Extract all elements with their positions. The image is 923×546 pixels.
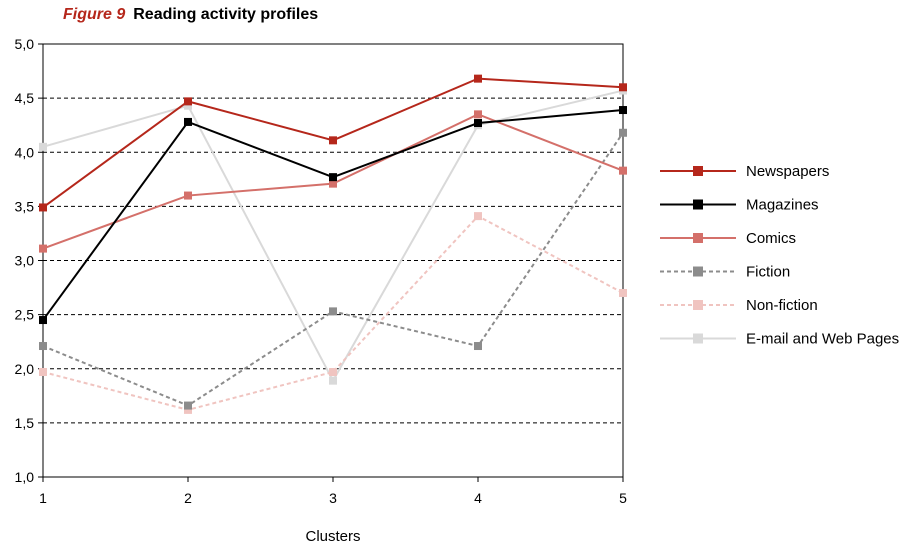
data-point xyxy=(474,212,482,221)
series-line xyxy=(42,89,624,383)
data-point xyxy=(184,97,192,106)
x-tick-label: 5 xyxy=(619,490,627,506)
data-point xyxy=(184,101,192,110)
data-point xyxy=(184,117,192,126)
y-tick-label: 3,0 xyxy=(15,253,35,269)
legend-marker xyxy=(693,233,703,243)
y-tick-label: 1,0 xyxy=(15,469,35,485)
legend-label: E-mail and Web Pages xyxy=(746,331,899,348)
data-point xyxy=(184,191,192,200)
series-line xyxy=(42,214,624,411)
data-point xyxy=(619,128,627,137)
data-point xyxy=(329,179,337,188)
data-point xyxy=(619,106,627,115)
y-tick-label: 4,5 xyxy=(15,90,35,106)
legend-marker xyxy=(693,166,703,176)
y-tick-label: 2,0 xyxy=(15,361,35,377)
legend-marker xyxy=(693,266,703,277)
x-tick-label: 3 xyxy=(329,490,337,506)
x-tick-label: 4 xyxy=(474,490,482,506)
data-point xyxy=(329,307,337,316)
y-tick-label: 1,5 xyxy=(15,415,35,431)
x-tick-label: 1 xyxy=(39,490,47,506)
x-axis-title: Clusters xyxy=(305,528,360,545)
y-tick-label: 5,0 xyxy=(15,36,35,52)
legend-marker xyxy=(693,199,703,210)
legend-marker xyxy=(693,333,703,344)
data-point xyxy=(184,401,192,410)
data-point xyxy=(329,136,337,145)
data-point xyxy=(474,74,482,83)
data-point xyxy=(619,288,627,297)
y-tick-label: 3,5 xyxy=(15,198,35,214)
legend-label: Newspapers xyxy=(746,163,829,180)
legend-label: Magazines xyxy=(746,197,819,214)
data-point xyxy=(39,244,47,253)
data-point xyxy=(184,405,192,414)
figure-title: Figure 9 Reading activity profiles xyxy=(63,6,318,24)
data-point xyxy=(329,173,337,182)
data-point xyxy=(329,367,337,376)
legend-label: Comics xyxy=(746,230,796,247)
figure-number: Figure 9 xyxy=(63,6,126,23)
data-point xyxy=(39,142,47,151)
data-point xyxy=(474,110,482,119)
data-point xyxy=(39,203,47,212)
data-point xyxy=(619,83,627,92)
y-tick-label: 2,5 xyxy=(15,307,35,323)
legend-label: Fiction xyxy=(746,264,790,281)
legend-label: Non-fiction xyxy=(746,297,818,314)
data-point xyxy=(474,119,482,128)
data-point xyxy=(619,166,627,175)
data-point xyxy=(39,316,47,325)
data-point xyxy=(39,367,47,376)
figure-title-text: Reading activity profiles xyxy=(133,6,319,23)
legend-marker xyxy=(693,300,703,310)
data-point xyxy=(474,342,482,351)
x-tick-label: 2 xyxy=(184,490,192,506)
data-point xyxy=(39,342,47,351)
y-tick-label: 4,0 xyxy=(15,144,35,160)
data-point xyxy=(329,376,337,385)
